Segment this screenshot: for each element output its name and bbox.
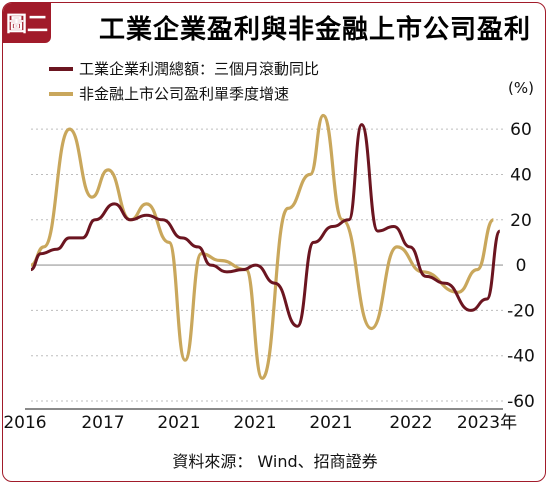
line-chart: 60 40 20 0 -20 -40 -60 (%) 2016 2017 2021 2021 2021 2… [3,79,535,433]
legend-item-series-1: 工業企業利潤總額：三個月滾動同比 [49,58,319,79]
y-tick-label: 0 [516,256,527,276]
x-tick-label: 2021 [233,413,276,433]
y-tick-label: 60 [510,120,532,140]
y-tick-label: -60 [507,392,535,412]
y-tick-label: 40 [510,165,532,185]
y-tick-label: -40 [507,347,535,367]
figure-tag: 圖二 [3,3,51,43]
legend-item-series-2: 非金融上市公司盈利單季度增速 [49,83,289,104]
x-tick-label: 2021 [157,413,200,433]
y-unit-label: (%) [508,79,534,97]
legend-swatch-series-1 [49,66,73,71]
series-line-1 [30,123,502,328]
x-tick-label: 2022 [389,413,432,433]
x-tick-label: 2017 [81,413,124,433]
source-note: 資料來源： Wind、招商證券 [172,452,378,471]
legend-label-series-1: 工業企業利潤總額：三個月滾動同比 [79,60,320,78]
x-tick-label: 2021 [309,413,352,433]
y-tick-label: -20 [507,301,535,321]
x-tick-label: 2023年 [457,413,517,433]
chart-title: 工業企業盈利與非金融上市公司盈利 [99,15,532,45]
series-line-2 [30,113,495,380]
legend-label-series-2: 非金融上市公司盈利單季度增速 [79,85,290,103]
legend-swatch-series-2 [49,91,73,96]
y-tick-label: 20 [510,211,532,231]
figure-frame: 圖二 工業企業盈利與非金融上市公司盈利 工業企業利潤總額：三個月滾動同比 非金融… [2,2,546,482]
x-tick-label: 2016 [3,413,46,433]
